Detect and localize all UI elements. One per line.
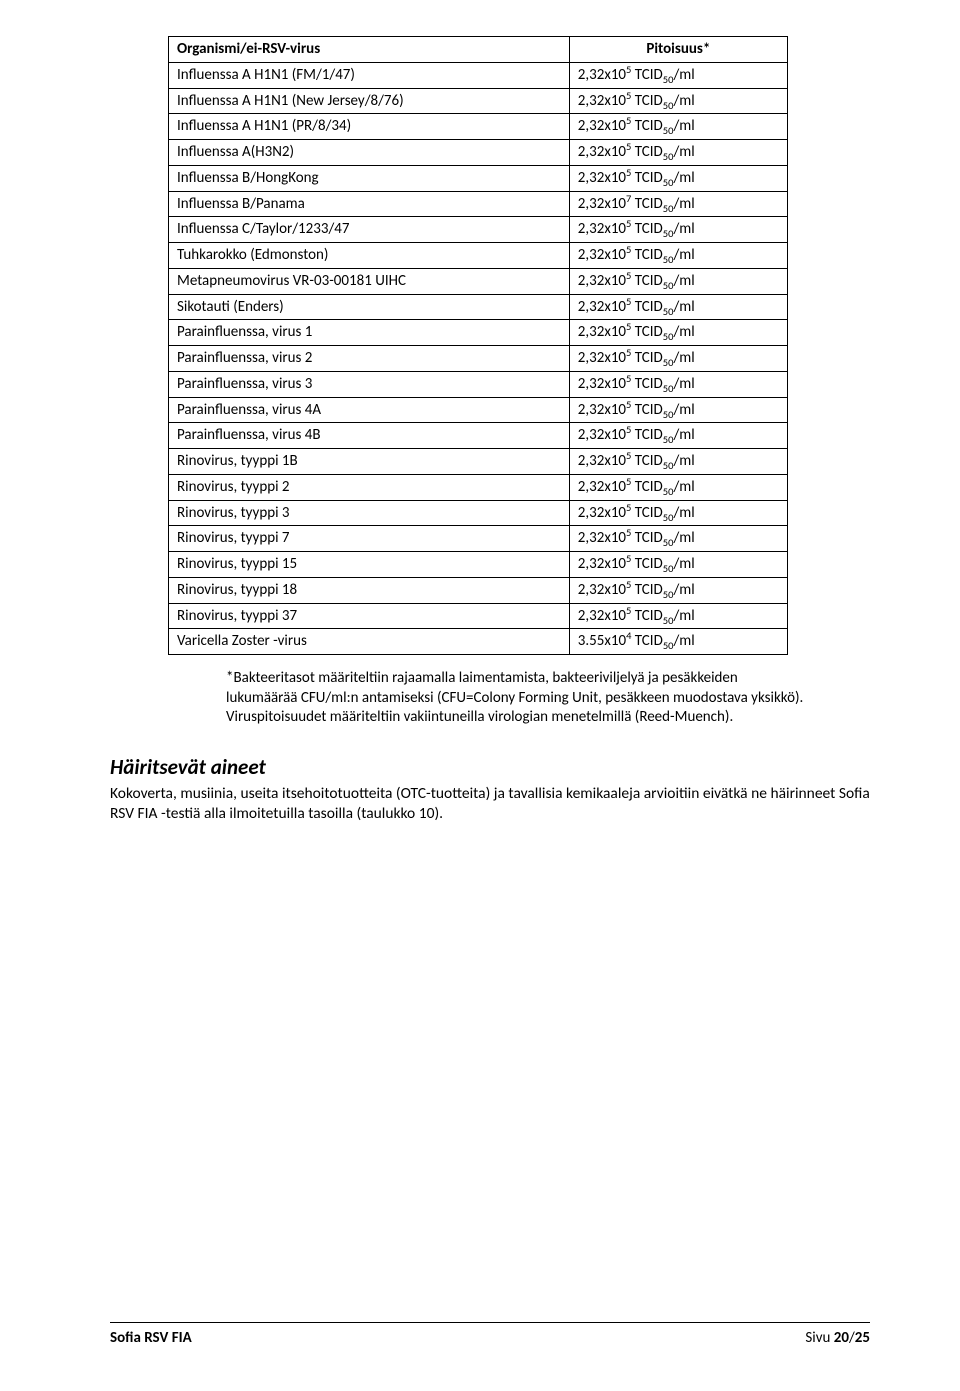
table-row: Sikotauti (Enders)2,32x105 TCID50/ml bbox=[169, 294, 788, 320]
organism-cell: Varicella Zoster -virus bbox=[169, 629, 570, 655]
footer-right: Sivu 20/25 bbox=[805, 1329, 870, 1347]
header-concentration: Pitoisuus* bbox=[569, 37, 787, 63]
header-organism: Organismi/ei-RSV-virus bbox=[169, 37, 570, 63]
concentration-cell: 2,32x105 TCID50/ml bbox=[569, 88, 787, 114]
organism-cell: Influenssa A H1N1 (PR/8/34) bbox=[169, 114, 570, 140]
concentration-cell: 2,32x105 TCID50/ml bbox=[569, 320, 787, 346]
organism-cell: Parainfluenssa, virus 2 bbox=[169, 346, 570, 372]
table-row: Rinovirus, tyyppi 72,32x105 TCID50/ml bbox=[169, 526, 788, 552]
table-row: Parainfluenssa, virus 4A2,32x105 TCID50/… bbox=[169, 397, 788, 423]
footer-page-number: 20 bbox=[834, 1329, 849, 1347]
organism-cell: Parainfluenssa, virus 3 bbox=[169, 371, 570, 397]
table-row: Rinovirus, tyyppi 1B2,32x105 TCID50/ml bbox=[169, 449, 788, 475]
table-row: Influenssa A H1N1 (PR/8/34)2,32x105 TCID… bbox=[169, 114, 788, 140]
organism-cell: Influenssa A H1N1 (FM/1/47) bbox=[169, 62, 570, 88]
concentration-cell: 2,32x105 TCID50/ml bbox=[569, 474, 787, 500]
table-row: Rinovirus, tyyppi 372,32x105 TCID50/ml bbox=[169, 603, 788, 629]
table-row: Influenssa A H1N1 (FM/1/47)2,32x105 TCID… bbox=[169, 62, 788, 88]
body-paragraph: Kokoverta, musiinia, useita itsehoitotuo… bbox=[110, 784, 880, 825]
concentration-cell: 2,32x105 TCID50/ml bbox=[569, 577, 787, 603]
concentration-cell: 2,32x105 TCID50/ml bbox=[569, 114, 787, 140]
table-row: Tuhkarokko (Edmonston)2,32x105 TCID50/ml bbox=[169, 243, 788, 269]
table-row: Metapneumovirus VR-03-00181 UIHC2,32x105… bbox=[169, 268, 788, 294]
concentration-cell: 2,32x105 TCID50/ml bbox=[569, 371, 787, 397]
organism-cell: Influenssa B/Panama bbox=[169, 191, 570, 217]
organism-cell: Influenssa A H1N1 (New Jersey/8/76) bbox=[169, 88, 570, 114]
table-row: Rinovirus, tyyppi 182,32x105 TCID50/ml bbox=[169, 577, 788, 603]
table-header-row: Organismi/ei-RSV-virus Pitoisuus* bbox=[169, 37, 788, 63]
concentration-cell: 2,32x105 TCID50/ml bbox=[569, 526, 787, 552]
concentration-table: Organismi/ei-RSV-virus Pitoisuus* Influe… bbox=[168, 36, 788, 655]
organism-cell: Parainfluenssa, virus 4B bbox=[169, 423, 570, 449]
concentration-cell: 2,32x105 TCID50/ml bbox=[569, 140, 787, 166]
concentration-cell: 2,32x105 TCID50/ml bbox=[569, 268, 787, 294]
concentration-cell: 3.55x104 TCID50/ml bbox=[569, 629, 787, 655]
table-row: Influenssa C/Taylor/1233/472,32x105 TCID… bbox=[169, 217, 788, 243]
table-footnote: *Bakteeritasot määriteltiin rajaamalla l… bbox=[226, 669, 806, 728]
concentration-cell: 2,32x105 TCID50/ml bbox=[569, 346, 787, 372]
concentration-cell: 2,32x105 TCID50/ml bbox=[569, 603, 787, 629]
concentration-cell: 2,32x105 TCID50/ml bbox=[569, 294, 787, 320]
table-row: Rinovirus, tyyppi 22,32x105 TCID50/ml bbox=[169, 474, 788, 500]
organism-cell: Parainfluenssa, virus 4A bbox=[169, 397, 570, 423]
organism-cell: Influenssa B/HongKong bbox=[169, 165, 570, 191]
organism-cell: Rinovirus, tyyppi 2 bbox=[169, 474, 570, 500]
footer-total-pages: 25 bbox=[855, 1329, 870, 1347]
organism-cell: Influenssa A(H3N2) bbox=[169, 140, 570, 166]
organism-cell: Metapneumovirus VR-03-00181 UIHC bbox=[169, 268, 570, 294]
table-row: Rinovirus, tyyppi 152,32x105 TCID50/ml bbox=[169, 552, 788, 578]
organism-cell: Rinovirus, tyyppi 18 bbox=[169, 577, 570, 603]
organism-cell: Sikotauti (Enders) bbox=[169, 294, 570, 320]
organism-cell: Parainfluenssa, virus 1 bbox=[169, 320, 570, 346]
section-heading: Häiritsevät aineet bbox=[110, 754, 870, 780]
concentration-cell: 2,32x107 TCID50/ml bbox=[569, 191, 787, 217]
table-row: Parainfluenssa, virus 22,32x105 TCID50/m… bbox=[169, 346, 788, 372]
concentration-cell: 2,32x105 TCID50/ml bbox=[569, 397, 787, 423]
organism-cell: Rinovirus, tyyppi 1B bbox=[169, 449, 570, 475]
table-row: Influenssa B/HongKong2,32x105 TCID50/ml bbox=[169, 165, 788, 191]
organism-cell: Influenssa C/Taylor/1233/47 bbox=[169, 217, 570, 243]
organism-cell: Tuhkarokko (Edmonston) bbox=[169, 243, 570, 269]
concentration-cell: 2,32x105 TCID50/ml bbox=[569, 217, 787, 243]
concentration-cell: 2,32x105 TCID50/ml bbox=[569, 500, 787, 526]
organism-cell: Rinovirus, tyyppi 3 bbox=[169, 500, 570, 526]
concentration-cell: 2,32x105 TCID50/ml bbox=[569, 243, 787, 269]
table-row: Rinovirus, tyyppi 32,32x105 TCID50/ml bbox=[169, 500, 788, 526]
page-footer: Sofia RSV FIA Sivu 20/25 bbox=[110, 1322, 870, 1347]
table-row: Parainfluenssa, virus 12,32x105 TCID50/m… bbox=[169, 320, 788, 346]
table-row: Parainfluenssa, virus 4B2,32x105 TCID50/… bbox=[169, 423, 788, 449]
table-row: Varicella Zoster -virus3.55x104 TCID50/m… bbox=[169, 629, 788, 655]
concentration-cell: 2,32x105 TCID50/ml bbox=[569, 423, 787, 449]
organism-cell: Rinovirus, tyyppi 37 bbox=[169, 603, 570, 629]
footer-left: Sofia RSV FIA bbox=[110, 1329, 192, 1347]
table-row: Influenssa A(H3N2)2,32x105 TCID50/ml bbox=[169, 140, 788, 166]
table-row: Influenssa B/Panama2,32x107 TCID50/ml bbox=[169, 191, 788, 217]
concentration-cell: 2,32x105 TCID50/ml bbox=[569, 165, 787, 191]
organism-cell: Rinovirus, tyyppi 15 bbox=[169, 552, 570, 578]
concentration-cell: 2,32x105 TCID50/ml bbox=[569, 449, 787, 475]
table-row: Parainfluenssa, virus 32,32x105 TCID50/m… bbox=[169, 371, 788, 397]
organism-cell: Rinovirus, tyyppi 7 bbox=[169, 526, 570, 552]
footer-page-label: Sivu bbox=[805, 1329, 833, 1347]
concentration-cell: 2,32x105 TCID50/ml bbox=[569, 62, 787, 88]
table-row: Influenssa A H1N1 (New Jersey/8/76)2,32x… bbox=[169, 88, 788, 114]
concentration-cell: 2,32x105 TCID50/ml bbox=[569, 552, 787, 578]
